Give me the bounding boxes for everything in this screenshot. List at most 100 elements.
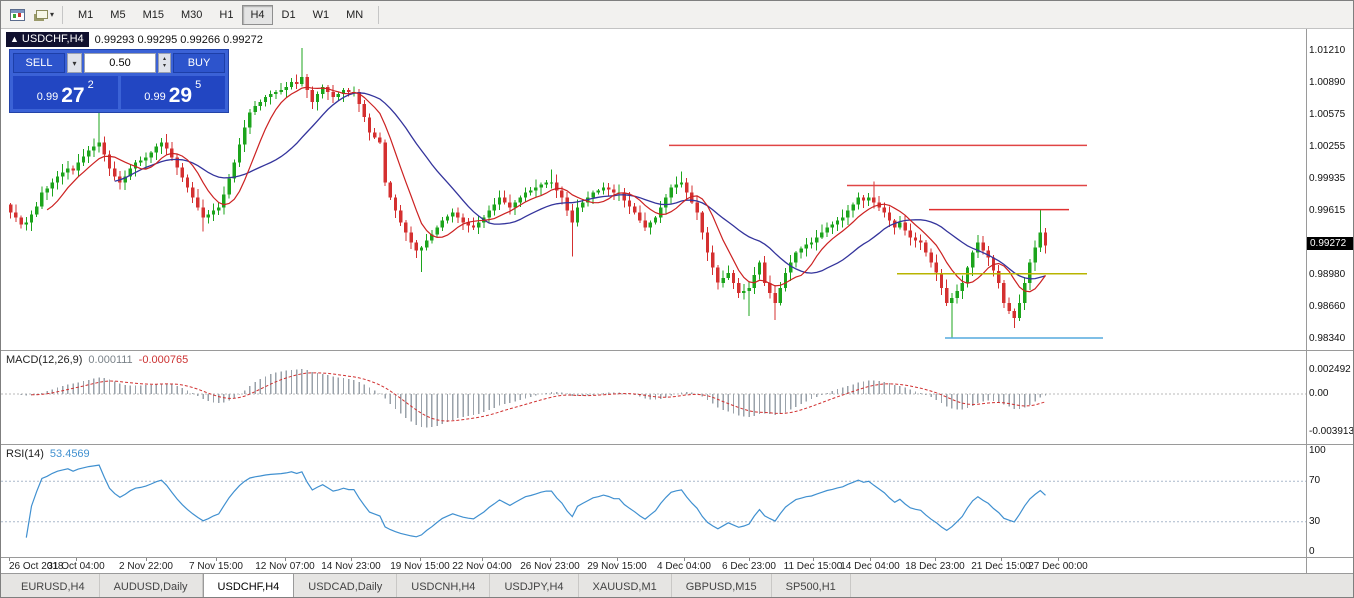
tab-sp500-h1[interactable]: SP500,H1 <box>772 574 851 597</box>
candle <box>643 212 647 231</box>
candle <box>1017 294 1022 321</box>
macd-axis: 0.002492 0.00 -0.003913 <box>1307 351 1353 444</box>
candlestick-chart[interactable] <box>1 29 1306 350</box>
price-axis[interactable]: 0.99272 1.01210 1.00890 1.00575 1.00255 0.99… <box>1307 29 1353 350</box>
new-chart-icon[interactable] <box>5 4 29 26</box>
timeframe-h4[interactable]: H4 <box>242 4 273 25</box>
time-axis[interactable]: 26 Oct 2018 31 Oct 04:00 2 Nov 22:00 7 Nov … <box>1 557 1353 573</box>
time-axis-label: 4 Dec 04:00 <box>657 561 711 572</box>
chart-header: ▲ USDCHF,H4 0.99293 0.99295 0.99266 0.992… <box>6 32 263 47</box>
buy-button[interactable]: BUY <box>173 53 225 73</box>
buy-price-panel[interactable]: 0.99 29 5 <box>120 76 225 109</box>
tab-usdjpy-h4[interactable]: USDJPY,H4 <box>490 574 579 597</box>
candle <box>825 222 829 238</box>
candle <box>113 161 117 181</box>
candle <box>716 265 720 290</box>
timeframe-d1[interactable]: D1 <box>274 5 304 25</box>
macd-axis-label: 0.00 <box>1309 388 1329 399</box>
volume-stepper[interactable]: ▴ ▾ <box>158 53 171 73</box>
macd-value-main: 0.000111 <box>88 354 133 366</box>
candle <box>575 199 580 227</box>
rsi-axis: 100 70 30 0 <box>1307 445 1353 557</box>
tab-usdchf-h4[interactable]: USDCHF,H4 <box>202 574 295 597</box>
symbol-chip: ▲ USDCHF,H4 <box>6 32 89 47</box>
volume-dropdown-button[interactable]: ▾ <box>67 53 82 73</box>
candle <box>549 169 554 189</box>
candle <box>653 216 658 225</box>
one-click-trading-panel: SELL ▾ ▴▾ BUY 0.99272 0.99295 <box>9 49 229 113</box>
tab-usdcad-daily[interactable]: USDCAD,Daily <box>294 574 398 597</box>
timeframe-m1[interactable]: M1 <box>70 5 101 25</box>
rsi-pane[interactable]: RSI(14) 53.4569 100 70 30 0 <box>1 444 1353 557</box>
sell-price-panel[interactable]: 0.99 27 2 <box>13 76 118 109</box>
candle <box>773 284 777 320</box>
candle <box>607 182 611 196</box>
timeframe-w1[interactable]: W1 <box>305 5 338 25</box>
tab-gbpusd-m15[interactable]: GBPUSD,M15 <box>672 574 772 597</box>
price-axis-label: 1.01210 <box>1309 45 1346 56</box>
timeframe-mn[interactable]: MN <box>338 5 371 25</box>
buy-price-big: 29 <box>168 84 193 108</box>
candle <box>731 269 736 290</box>
tab-usdcnh-h4[interactable]: USDCNH,H4 <box>397 574 491 597</box>
candle <box>648 220 652 235</box>
rsi-chart[interactable] <box>1 445 1306 557</box>
candle <box>373 128 377 139</box>
candle <box>321 84 325 99</box>
timeframe-m30[interactable]: M30 <box>173 5 210 25</box>
time-axis-tick <box>870 558 871 561</box>
candle <box>477 215 481 235</box>
main-chart-pane[interactable]: ▲ USDCHF,H4 0.99293 0.99295 0.99266 0.992… <box>1 29 1353 350</box>
price-axis-label: 0.98980 <box>1309 269 1346 280</box>
chart-profile-icon[interactable]: ▾ <box>31 4 55 26</box>
candle <box>737 278 741 299</box>
candle <box>102 136 106 162</box>
timeframe-h1[interactable]: H1 <box>211 5 241 25</box>
candle <box>445 214 450 224</box>
candle <box>945 279 949 306</box>
candle <box>133 160 138 177</box>
candle <box>778 282 782 306</box>
candle <box>419 245 424 272</box>
candle <box>274 89 278 100</box>
candle <box>61 164 65 185</box>
candle <box>149 150 153 163</box>
candle <box>820 224 824 240</box>
candle <box>742 283 746 300</box>
candle <box>191 181 195 203</box>
macd-chart[interactable] <box>1 351 1306 444</box>
sell-button[interactable]: SELL <box>13 53 65 73</box>
candle <box>1002 280 1006 308</box>
candle <box>279 83 283 95</box>
candle <box>851 202 855 218</box>
candle <box>165 133 169 155</box>
candle <box>289 77 294 90</box>
timeframe-m15[interactable]: M15 <box>135 5 172 25</box>
tab-xauusd-m1[interactable]: XAUUSD,M1 <box>579 574 672 597</box>
candle <box>81 149 86 167</box>
candle <box>71 165 75 175</box>
candle <box>243 120 247 153</box>
time-axis-label: 11 Dec 15:00 <box>783 561 843 572</box>
candle <box>482 215 486 229</box>
toolbar-separator <box>378 5 380 24</box>
tab-audusd-daily[interactable]: AUDUSD,Daily <box>100 574 203 597</box>
tab-eurusd-h4[interactable]: EURUSD,H4 <box>7 574 100 597</box>
candle <box>794 251 798 268</box>
candle <box>295 74 299 90</box>
timeframe-m5[interactable]: M5 <box>102 5 133 25</box>
time-axis-label: 31 Oct 04:00 <box>47 561 105 572</box>
candle <box>435 225 439 238</box>
candle <box>35 201 39 217</box>
candle <box>66 161 70 180</box>
volume-input[interactable] <box>84 53 156 73</box>
candle <box>159 137 164 154</box>
stepper-down-icon[interactable]: ▾ <box>162 63 166 69</box>
candle <box>258 99 262 111</box>
macd-pane[interactable]: MACD(12,26,9) 0.000111 -0.000765 0.00249… <box>1 350 1353 444</box>
candle <box>768 275 772 299</box>
stepper-up-icon[interactable]: ▴ <box>162 56 166 63</box>
candle <box>669 184 673 205</box>
sell-price-prefix: 0.99 <box>36 91 59 103</box>
